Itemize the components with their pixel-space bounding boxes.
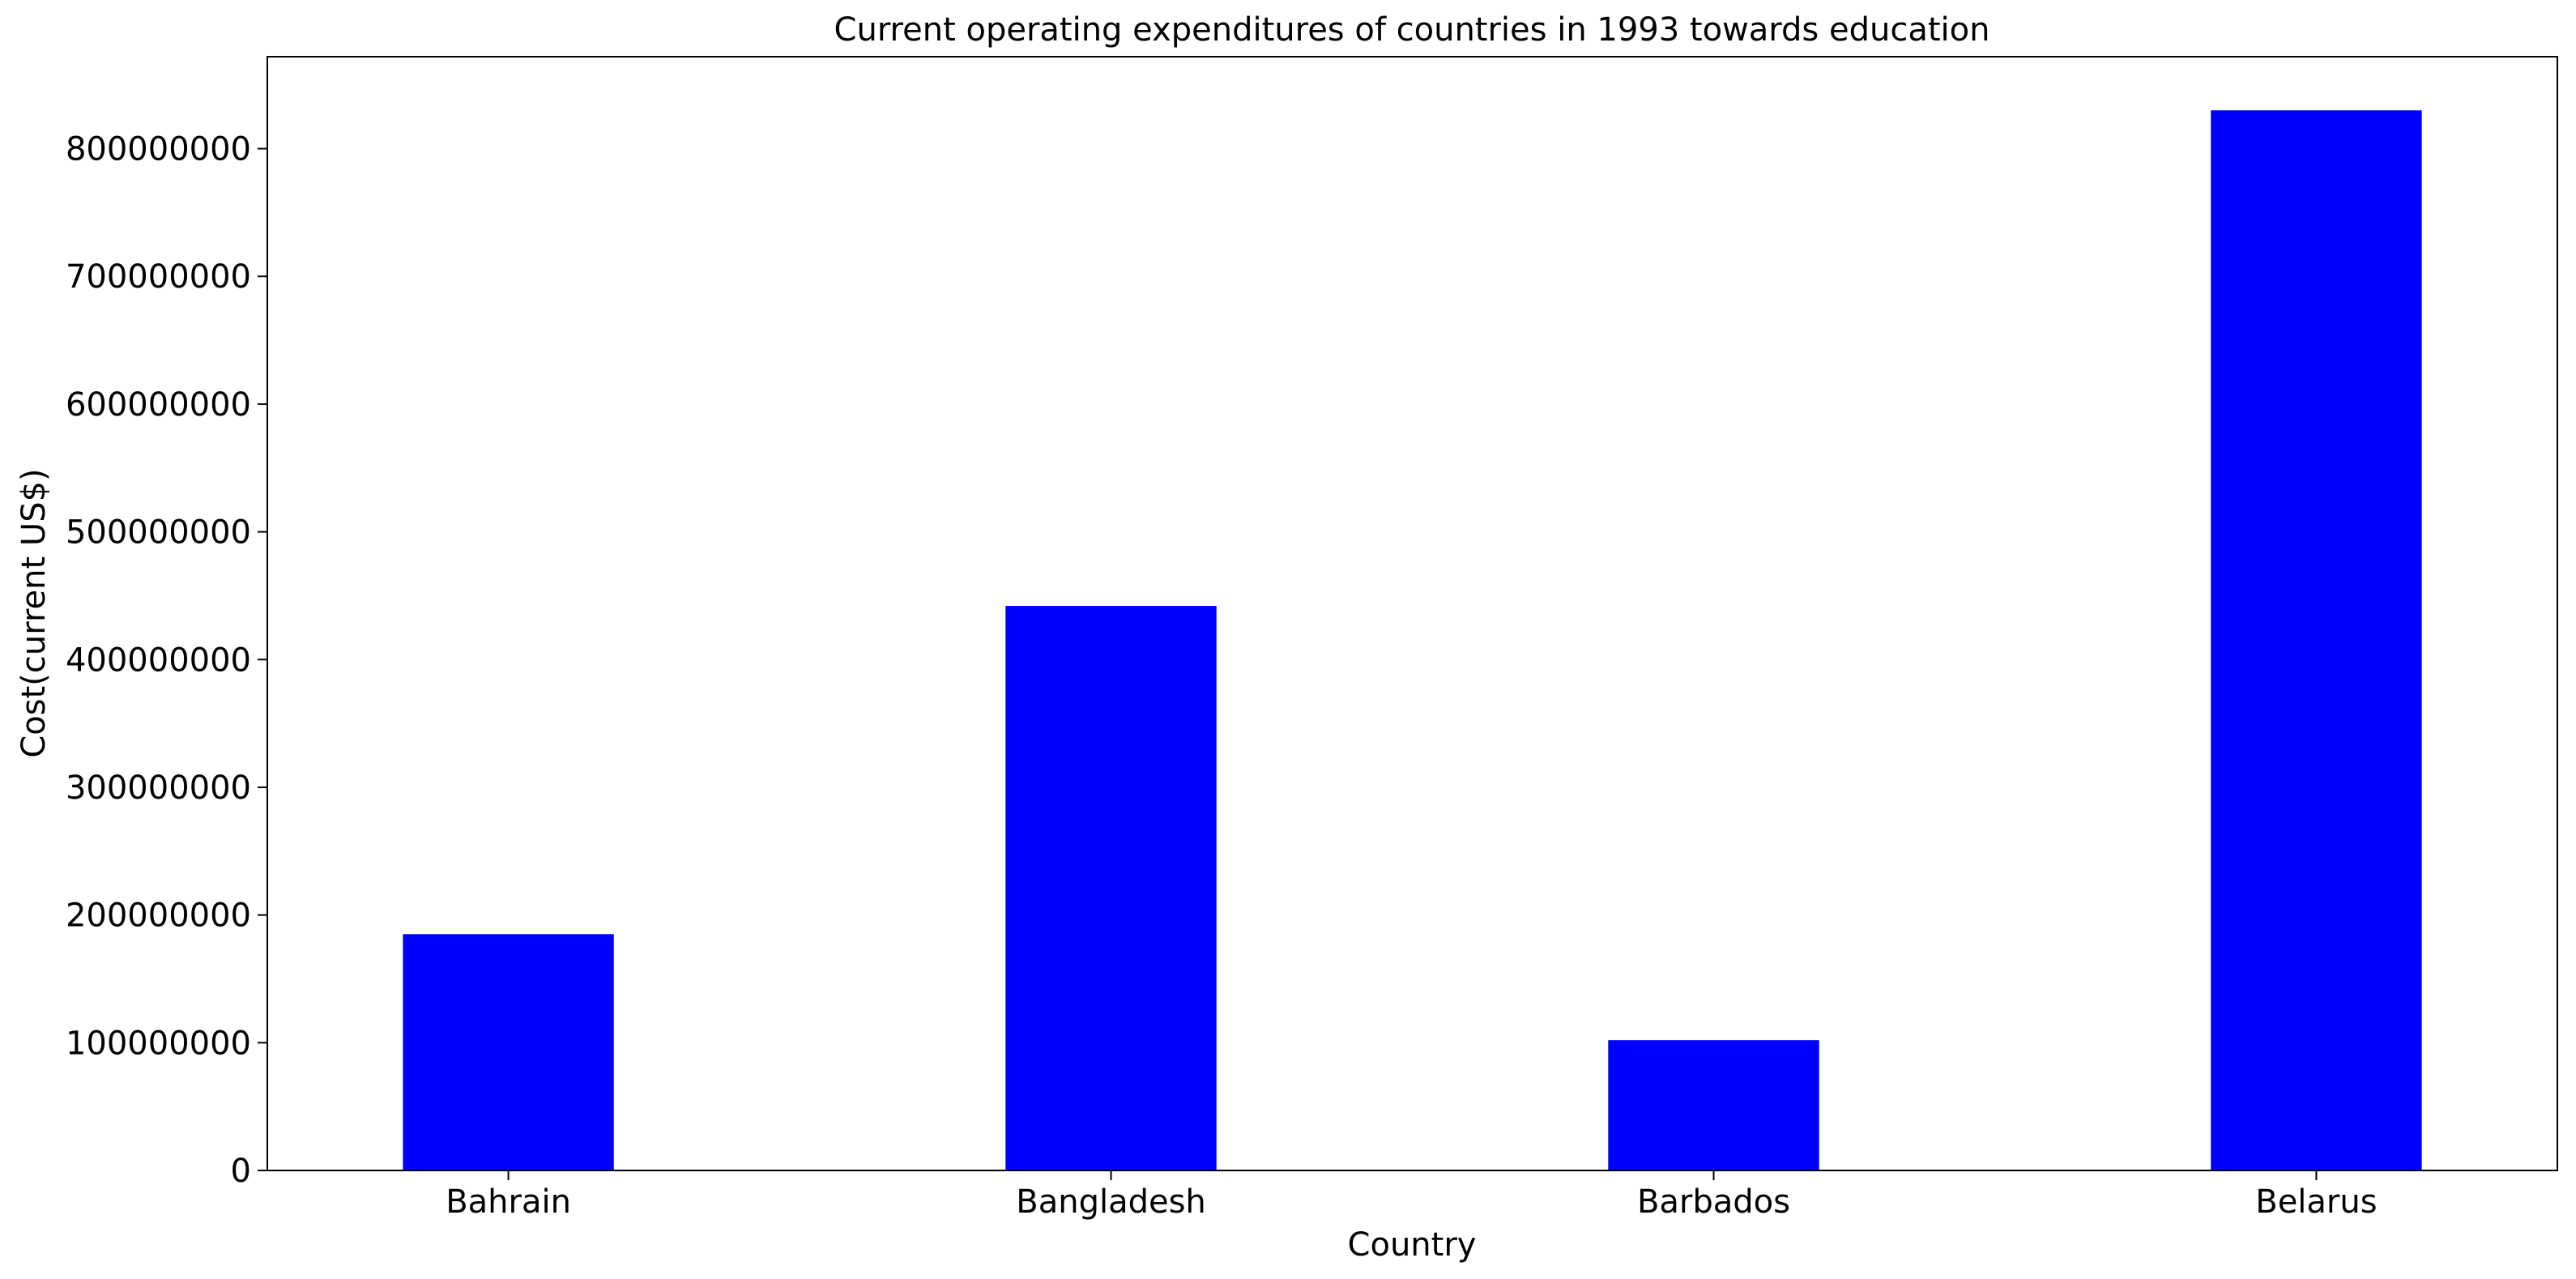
x-axis-title: Country bbox=[1348, 1226, 1477, 1264]
y-tick-label: 200000000 bbox=[66, 897, 251, 935]
plot-frame bbox=[267, 56, 2558, 1171]
y-tick-label: 300000000 bbox=[66, 770, 251, 807]
bar-belarus bbox=[2211, 110, 2422, 1171]
bar-bahrain bbox=[403, 934, 614, 1170]
y-tick-label: 700000000 bbox=[66, 258, 251, 296]
bar-bangladesh bbox=[1005, 606, 1217, 1170]
x-tick-label-bangladesh: Bangladesh bbox=[1016, 1183, 1206, 1221]
y-tick-label: 100000000 bbox=[66, 1025, 251, 1062]
y-axis-ticks: 0 100000000 200000000 300000000 400000000 500… bbox=[66, 131, 267, 1190]
x-axis-ticks: Bahrain Bangladesh Barbados Belarus bbox=[446, 1170, 2378, 1221]
x-tick-label-bahrain: Bahrain bbox=[446, 1183, 571, 1221]
bar-barbados bbox=[1608, 1040, 1819, 1170]
y-tick-label: 600000000 bbox=[66, 386, 251, 424]
y-axis-title: Cost(current US$) bbox=[15, 468, 53, 757]
bars-layer bbox=[403, 110, 2422, 1171]
x-tick-label-barbados: Barbados bbox=[1637, 1183, 1790, 1221]
y-tick-label: 0 bbox=[231, 1153, 251, 1190]
y-tick-label: 400000000 bbox=[66, 642, 251, 679]
chart-title: Current operating expenditures of countr… bbox=[834, 11, 1990, 49]
y-tick-label: 800000000 bbox=[66, 131, 251, 168]
x-tick-label-belarus: Belarus bbox=[2255, 1183, 2377, 1221]
y-tick-label: 500000000 bbox=[66, 514, 251, 552]
